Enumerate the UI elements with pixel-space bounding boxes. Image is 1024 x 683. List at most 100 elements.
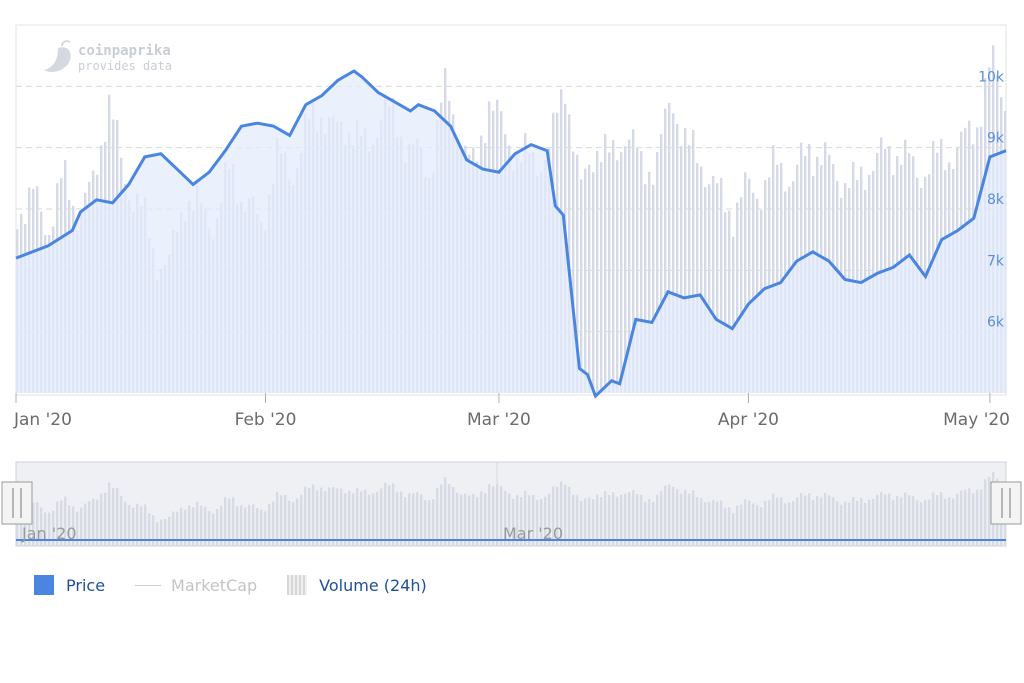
navigator-volume-bar — [272, 501, 275, 546]
volume-bar — [748, 178, 751, 393]
navigator-volume-bar — [688, 493, 691, 546]
navigator-volume-bar — [852, 496, 855, 546]
navigator-label-mar: Mar '20 — [503, 524, 563, 543]
navigator-volume-bar — [876, 495, 879, 546]
navigator-volume-bar — [260, 509, 263, 546]
volume-bar — [676, 123, 679, 393]
navigator-volume-bar — [172, 511, 175, 546]
watermark-tagline: provides data — [78, 59, 172, 73]
legend-marketcap[interactable]: MarketCap — [135, 576, 257, 595]
navigator-volume-bar — [32, 502, 35, 546]
navigator-volume-bar — [92, 498, 95, 546]
navigator-volume-bar — [16, 511, 19, 546]
volume-bar — [744, 172, 747, 393]
navigator-volume-bar — [100, 493, 103, 546]
volume-bar — [704, 187, 707, 393]
navigator-volume-bar — [964, 489, 967, 546]
navigator-volume-bar — [880, 491, 883, 546]
navigator-volume-bar — [164, 518, 167, 546]
navigator-volume-bar — [788, 502, 791, 546]
navigator-volume-bar — [76, 511, 79, 546]
navigator-volume-bar — [596, 494, 599, 546]
navigator-volume-bar — [940, 492, 943, 546]
navigator-volume-bar — [196, 502, 199, 546]
legend: Price MarketCap Volume (24h) — [34, 573, 457, 597]
volume-bar — [568, 114, 571, 393]
y-axis: 6k 7k 8k 9k 10k — [978, 69, 1005, 330]
navigator[interactable]: Jan '20 Mar '20 — [1, 461, 1022, 547]
navigator-handle-left[interactable] — [1, 481, 33, 525]
y-tick-label: 8k — [987, 192, 1005, 208]
navigator-volume-bar — [360, 491, 363, 546]
navigator-volume-bar — [636, 494, 639, 546]
navigator-volume-bar — [764, 500, 767, 546]
navigator-volume-bar — [744, 499, 747, 546]
navigator-volume-bar — [812, 499, 815, 546]
volume-bar — [632, 129, 635, 394]
navigator-volume-bar — [168, 516, 171, 546]
volume-bar — [620, 152, 623, 393]
legend-price[interactable]: Price — [34, 575, 105, 595]
volume-bar — [608, 152, 611, 393]
navigator-volume-bar — [236, 506, 239, 546]
navigator-volume-bar — [848, 502, 851, 546]
navigator-volume-bar — [152, 515, 155, 546]
navigator-volume-bar — [824, 492, 827, 546]
navigator-volume-bar — [888, 493, 891, 546]
navigator-volume-bar — [320, 487, 323, 546]
navigator-volume-bar — [756, 504, 759, 546]
volume-bar — [600, 162, 603, 393]
navigator-volume-bar — [436, 488, 439, 546]
navigator-volume-bar — [492, 486, 495, 546]
volume-bar — [720, 178, 723, 393]
navigator-volume-bar — [832, 497, 835, 546]
navigator-volume-bar — [300, 495, 303, 546]
price-line[interactable] — [15, 69, 1007, 399]
legend-volume[interactable]: Volume (24h) — [287, 575, 427, 595]
navigator-volume-bar — [80, 507, 83, 546]
navigator-volume-bar — [884, 494, 887, 546]
navigator-volume-bar — [544, 496, 547, 546]
navigator-volume-bar — [116, 488, 119, 546]
navigator-volume-bar — [796, 497, 799, 546]
navigator-volume-bar — [400, 491, 403, 546]
navigator-volume-bar — [308, 487, 311, 546]
volume-bar — [644, 184, 647, 393]
navigator-volume-bar — [620, 494, 623, 546]
navigator-volume-bar — [452, 486, 455, 546]
navigator-volume-bar — [600, 497, 603, 546]
navigator-volume-bar — [336, 488, 339, 546]
navigator-volume-bar — [540, 499, 543, 546]
navigator-volume-bar — [820, 497, 823, 546]
navigator-volume-bar — [592, 499, 595, 546]
y-tick-label: 9k — [987, 131, 1005, 147]
navigator-volume-bar — [632, 490, 635, 546]
navigator-handle-right[interactable] — [990, 481, 1022, 525]
volume-bar — [668, 102, 671, 393]
navigator-volume-bar — [64, 496, 67, 546]
navigator-volume-bar — [396, 491, 399, 546]
y-tick-label: 7k — [987, 253, 1005, 269]
navigator-volume-bar — [816, 495, 819, 546]
navigator-volume-bar — [704, 502, 707, 546]
navigator-volume-bar — [500, 486, 503, 546]
navigator-volume-bar — [856, 500, 859, 546]
navigator-volume-bar — [208, 511, 211, 546]
volume-bar — [664, 108, 667, 394]
navigator-volume-bar — [564, 484, 567, 546]
volume-bar — [764, 180, 767, 393]
legend-volume-label: Volume (24h) — [319, 575, 427, 595]
navigator-volume-bar — [24, 510, 27, 546]
navigator-volume-bar — [192, 507, 195, 546]
navigator-volume-bar — [284, 494, 287, 546]
navigator-volume-bar — [536, 499, 539, 546]
navigator-volume-bar — [244, 507, 247, 546]
navigator-volume-bar — [444, 477, 447, 546]
navigator-volume-bar — [508, 493, 511, 546]
navigator-volume-bar — [364, 489, 367, 546]
x-tick-label: Apr '20 — [718, 410, 779, 430]
navigator-volume-bar — [624, 493, 627, 546]
navigator-volume-bar — [588, 497, 591, 546]
x-tick-label: Jan '20 — [13, 410, 72, 430]
